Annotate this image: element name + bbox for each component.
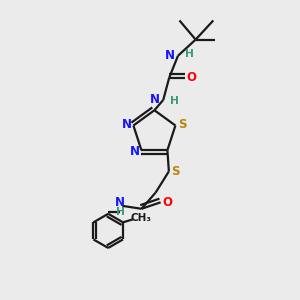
Text: H: H bbox=[185, 49, 194, 59]
Text: N: N bbox=[165, 49, 175, 62]
Text: N: N bbox=[130, 145, 140, 158]
Text: S: S bbox=[178, 118, 187, 130]
Text: H: H bbox=[170, 95, 179, 106]
Text: N: N bbox=[122, 118, 132, 130]
Text: CH₃: CH₃ bbox=[130, 213, 151, 223]
Text: O: O bbox=[162, 196, 172, 209]
Text: H: H bbox=[116, 207, 124, 217]
Text: S: S bbox=[171, 165, 180, 178]
Text: O: O bbox=[186, 71, 196, 84]
Text: N: N bbox=[150, 93, 160, 106]
Text: N: N bbox=[115, 196, 125, 209]
